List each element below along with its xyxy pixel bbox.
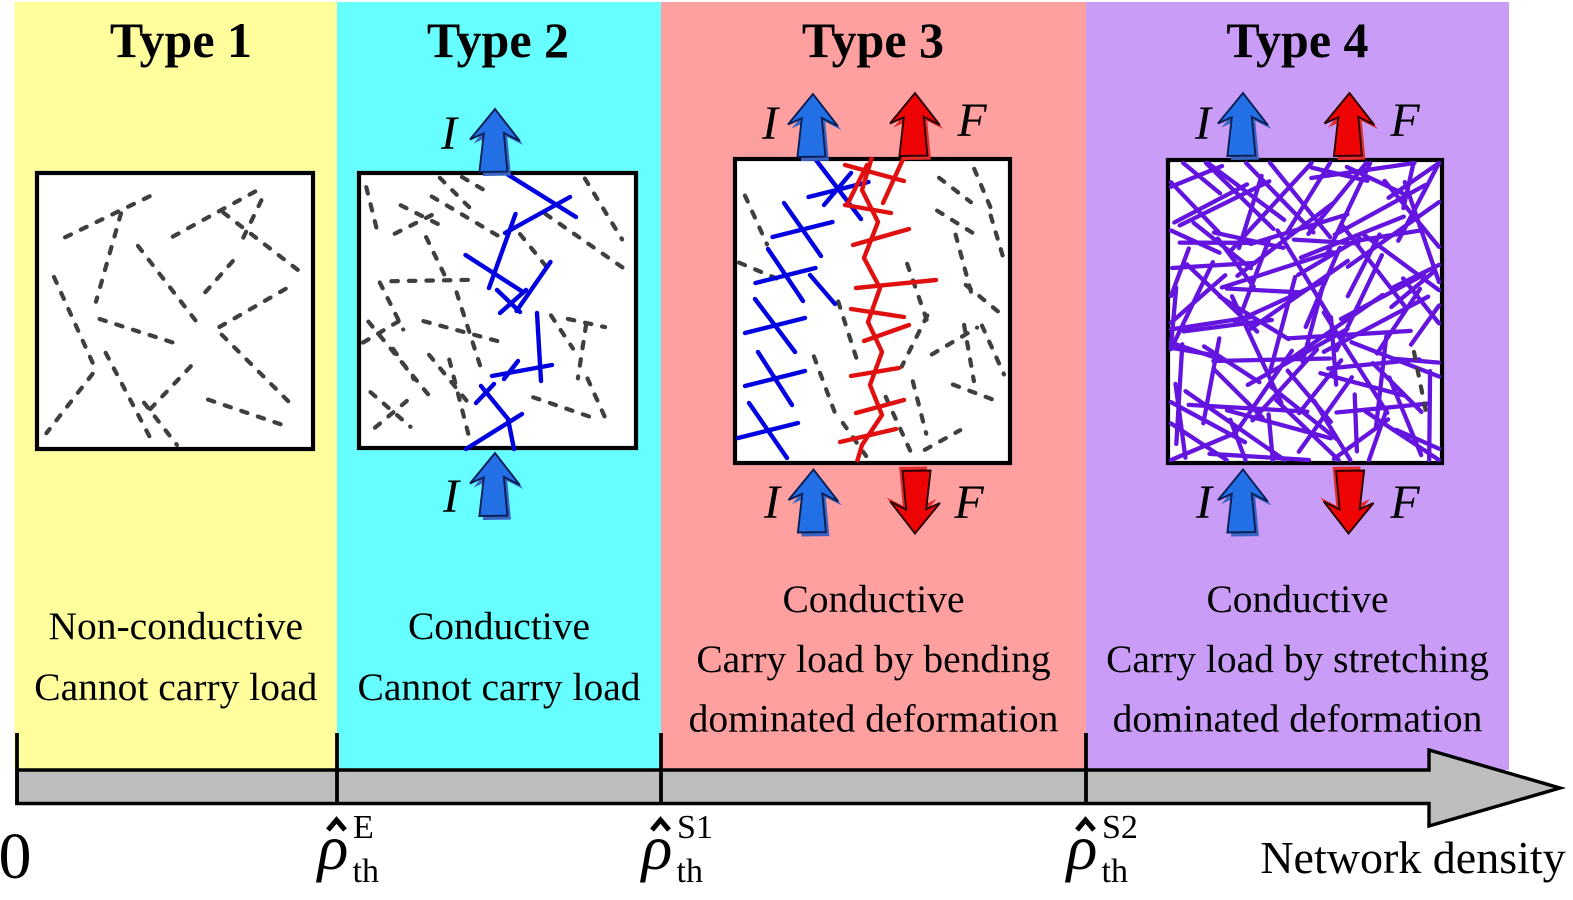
svg-text:Type 1: Type 1 xyxy=(110,12,252,68)
svg-text:Network density: Network density xyxy=(1260,832,1565,883)
svg-text:I: I xyxy=(761,97,780,150)
svg-text:th: th xyxy=(353,853,379,890)
svg-text:Cannot carry load: Cannot carry load xyxy=(34,665,317,709)
svg-text:S1: S1 xyxy=(677,809,713,846)
svg-text:S2: S2 xyxy=(1102,809,1138,846)
svg-text:E: E xyxy=(353,809,374,846)
svg-text:Cannot carry load: Cannot carry load xyxy=(358,665,641,709)
svg-text:Non-conductive: Non-conductive xyxy=(49,604,303,648)
svg-text:Type 4: Type 4 xyxy=(1226,12,1368,68)
svg-text:Type 2: Type 2 xyxy=(427,12,569,68)
svg-text:F: F xyxy=(1389,476,1420,529)
svg-text:I: I xyxy=(440,107,459,160)
svg-text:F: F xyxy=(953,476,984,529)
svg-text:dominated deformation: dominated deformation xyxy=(689,697,1059,741)
svg-text:I: I xyxy=(1195,476,1214,529)
svg-text:F: F xyxy=(956,94,987,147)
svg-text:Conductive: Conductive xyxy=(782,577,964,621)
svg-text:Conductive: Conductive xyxy=(1206,577,1388,621)
svg-text:F: F xyxy=(1389,94,1420,147)
svg-text:Carry load by bending: Carry load by bending xyxy=(696,637,1050,681)
svg-text:th: th xyxy=(677,853,703,890)
svg-text:Conductive: Conductive xyxy=(408,604,590,648)
svg-text:I: I xyxy=(442,470,461,523)
svg-text:dominated deformation: dominated deformation xyxy=(1113,697,1483,741)
svg-text:0: 0 xyxy=(0,820,32,893)
svg-text:Type 3: Type 3 xyxy=(802,12,944,68)
svg-text:I: I xyxy=(763,476,782,529)
svg-text:th: th xyxy=(1102,853,1128,890)
svg-text:Carry load by stretching: Carry load by stretching xyxy=(1106,637,1489,681)
svg-text:I: I xyxy=(1194,97,1213,150)
